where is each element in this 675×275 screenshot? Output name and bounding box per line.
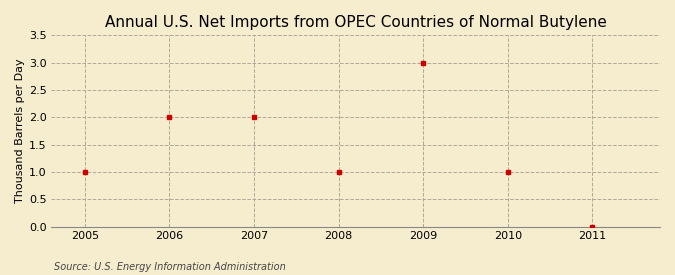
- Title: Annual U.S. Net Imports from OPEC Countries of Normal Butylene: Annual U.S. Net Imports from OPEC Countr…: [105, 15, 606, 30]
- Text: Source: U.S. Energy Information Administration: Source: U.S. Energy Information Administ…: [54, 262, 286, 272]
- Y-axis label: Thousand Barrels per Day: Thousand Barrels per Day: [15, 59, 25, 203]
